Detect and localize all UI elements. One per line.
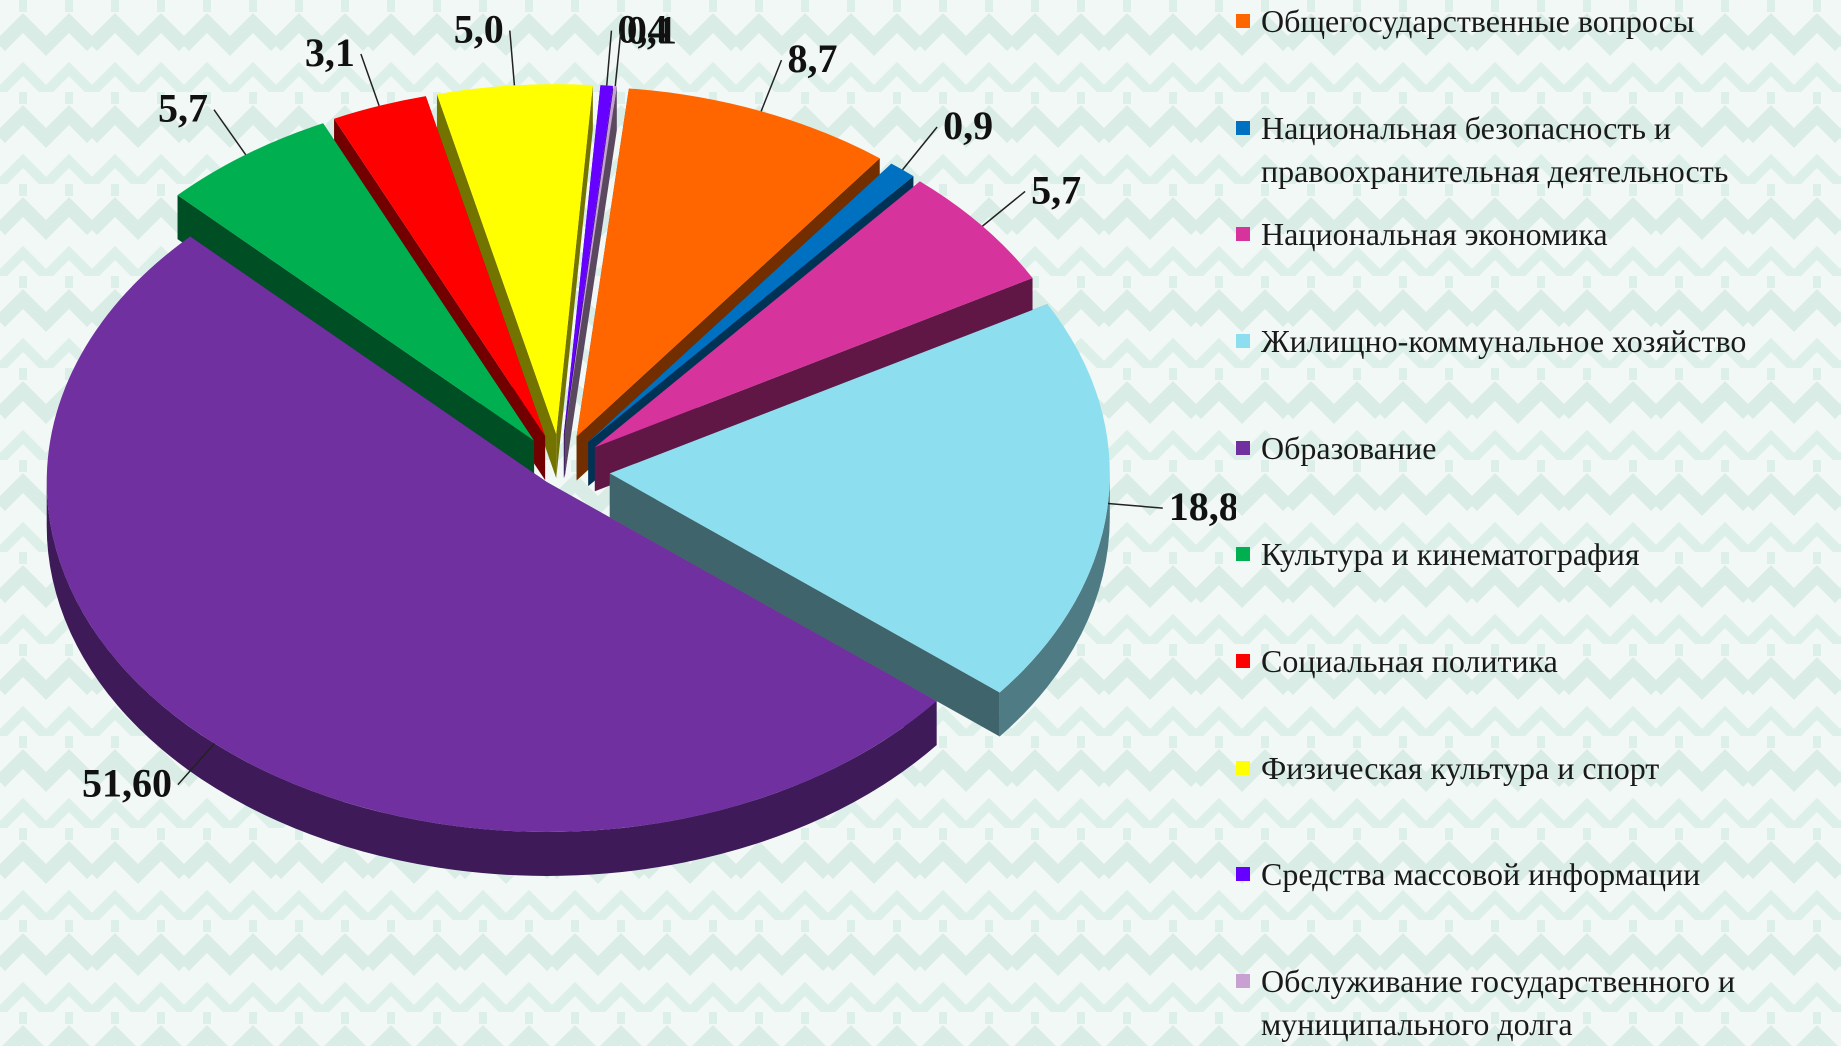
pie-slice (436, 84, 593, 479)
leader-line (177, 743, 216, 786)
legend-label: Социальная политика (1261, 643, 1558, 679)
legend-label: Национальная безопасность и правоохранит… (1261, 110, 1729, 189)
legend-label: Средства массовой информации (1261, 856, 1701, 892)
legend-label: Физическая культура и спорт (1261, 750, 1660, 786)
slice-side (609, 473, 1000, 737)
slice-top (334, 96, 546, 437)
legend-swatch (1236, 974, 1250, 988)
data-label: 0,9 (943, 103, 993, 148)
slice-rim (46, 481, 937, 876)
slice-top (564, 85, 617, 435)
pie-chart: 8,7 0,9 5,7 18,8 51,60 5,7 3,1 5,0 0,40,1 (46, 7, 1236, 876)
slice-top (588, 163, 914, 442)
leader-line (981, 190, 1026, 227)
slice-top (177, 123, 535, 441)
pie-slice (609, 304, 1110, 737)
data-label: 5,7 (158, 86, 208, 131)
legend-label: Обслуживание государственного и муниципа… (1261, 963, 1736, 1042)
leader-line (901, 126, 938, 171)
legend-swatch (1236, 441, 1250, 455)
legend-label: Общегосударственные вопросы (1261, 3, 1695, 39)
legend-swatch (1236, 14, 1250, 28)
slice-side (564, 86, 617, 479)
leader-line (760, 59, 783, 112)
data-label: 3,1 (305, 30, 355, 75)
slice-rim (999, 473, 1110, 737)
data-label: 18,8 (1169, 484, 1236, 529)
legend-swatch (1236, 121, 1250, 135)
data-label: 5,0 (454, 7, 504, 52)
slice-top (594, 181, 1033, 448)
slice-top (436, 84, 593, 435)
slice-top (609, 304, 1110, 693)
leader-line (360, 53, 380, 107)
legend-label: Жилищно-коммунальное хозяйство (1261, 323, 1747, 359)
leader-line (213, 109, 247, 156)
data-label: 0,4 (617, 7, 667, 52)
legend: Общегосударственные вопросы Национальная … (1236, 0, 1836, 1046)
leader-line (1107, 502, 1163, 509)
leader-line (605, 30, 613, 86)
data-label: 51,60 (82, 761, 172, 806)
slice-top (563, 85, 613, 435)
pie-slice (46, 236, 937, 876)
legend-label: Образование (1261, 430, 1437, 466)
slice-top (46, 236, 937, 832)
legend-swatch (1236, 334, 1250, 348)
data-label: 0,1 (627, 7, 677, 52)
pie-slice (564, 85, 617, 479)
legend-swatch (1236, 761, 1250, 775)
slice-top (576, 88, 880, 437)
data-label: 5,7 (1031, 167, 1081, 212)
legend-label: Культура и кинематография (1261, 536, 1640, 572)
legend-label: Национальная экономика (1261, 216, 1608, 252)
data-label: 8,7 (787, 36, 837, 81)
legend-swatch (1236, 867, 1250, 881)
slice-side (556, 85, 593, 479)
legend-swatch (1236, 654, 1250, 668)
leader-line (614, 31, 622, 87)
legend-swatch (1236, 547, 1250, 561)
leader-line (509, 30, 516, 86)
legend-swatch (1236, 227, 1250, 241)
slice-side (436, 94, 557, 479)
